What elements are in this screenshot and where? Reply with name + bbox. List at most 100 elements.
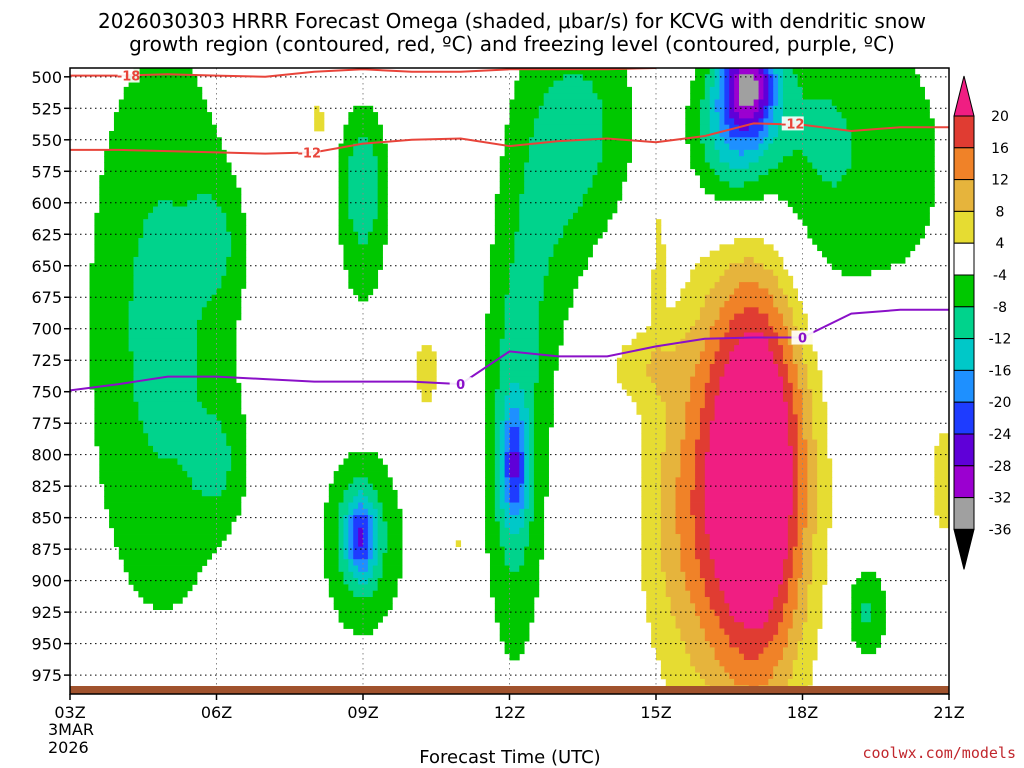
omega-cell <box>758 175 823 182</box>
omega-cell <box>504 445 510 453</box>
omega-cell <box>641 515 662 522</box>
omega-cell <box>782 376 789 384</box>
omega-cell <box>377 496 398 503</box>
omega-cell <box>704 628 725 636</box>
omega-cell <box>778 99 784 107</box>
omega-cell <box>695 515 706 522</box>
omega-cell <box>704 156 720 163</box>
omega-cell <box>763 93 769 100</box>
colorbar-label: -20 <box>989 395 1012 411</box>
omega-cell <box>367 552 374 560</box>
omega-cell <box>704 389 720 396</box>
omega-cell <box>802 634 818 642</box>
omega-cell <box>743 622 764 629</box>
omega-cell <box>338 515 344 522</box>
omega-cell <box>739 99 755 107</box>
omega-cell <box>582 74 628 81</box>
omega-cell <box>714 653 745 661</box>
omega-cell <box>709 162 730 170</box>
omega-cell <box>602 99 632 107</box>
omega-cell <box>729 603 774 611</box>
omega-cell <box>348 282 379 289</box>
omega-cell <box>695 471 706 478</box>
omega-cell <box>338 168 349 176</box>
omega-cell <box>792 477 799 485</box>
omega-cell <box>685 426 701 434</box>
omega-cell <box>226 471 247 478</box>
omega-cell <box>778 86 784 94</box>
omega-cell <box>704 382 720 390</box>
omega-cell <box>787 628 803 636</box>
omega-cell <box>377 193 388 201</box>
omega-cell <box>699 420 711 428</box>
omega-cell <box>343 458 383 466</box>
omega-cell <box>358 238 369 245</box>
x-tick-label: 09Z <box>347 703 378 722</box>
omega-cell <box>787 439 799 447</box>
y-tick-label: 925 <box>31 603 62 622</box>
omega-cell <box>704 345 720 352</box>
omega-cell <box>699 118 711 126</box>
omega-cell <box>509 489 520 497</box>
omega-cell <box>485 364 501 371</box>
omega-cell <box>826 256 906 264</box>
omega-cell <box>499 464 506 472</box>
omega-cell <box>724 597 774 604</box>
omega-cell <box>680 288 711 296</box>
omega-cell <box>353 534 359 541</box>
omega-cell <box>328 496 344 503</box>
omega-cell <box>416 370 437 377</box>
omega-cell <box>656 263 667 270</box>
omega-cell <box>660 496 676 503</box>
omega-cell <box>499 426 506 434</box>
omega-cell <box>494 609 535 617</box>
omega-cell <box>651 319 696 327</box>
omega-cell <box>485 515 496 522</box>
omega-cell <box>494 603 535 611</box>
omega-cell <box>338 156 349 163</box>
omega-cell <box>797 414 803 422</box>
omega-cell <box>192 483 227 491</box>
omega-cell <box>553 250 593 258</box>
omega-cell <box>851 634 882 642</box>
colorbar-label: -4 <box>993 268 1007 284</box>
omega-cell <box>782 345 794 352</box>
omega-cell <box>104 149 227 157</box>
omega-cell <box>802 389 813 396</box>
omega-cell <box>494 414 506 422</box>
omega-cell <box>807 452 818 459</box>
omega-cell <box>485 319 506 327</box>
omega-cell <box>104 502 242 510</box>
omega-cell <box>680 534 696 541</box>
omega-cell <box>699 130 711 138</box>
omega-cell <box>524 489 530 497</box>
omega-cell <box>934 464 949 472</box>
omega-cell <box>734 678 769 686</box>
omega-cell <box>94 389 134 396</box>
omega-cell <box>343 263 383 270</box>
omega-cell <box>509 464 520 472</box>
x-axis: 03Z 06Z 09Z 12Z 15Z 18Z 21Z <box>54 694 965 722</box>
omega-cell <box>504 149 530 157</box>
omega-cell <box>226 225 247 233</box>
omega-cell <box>709 603 730 611</box>
omega-cell <box>343 540 349 548</box>
omega-cell <box>787 540 799 548</box>
omega-cell <box>387 521 403 529</box>
omega-cell <box>704 502 794 510</box>
omega-cell <box>685 433 701 440</box>
omega-cell <box>675 615 701 623</box>
omega-cell <box>504 489 510 497</box>
omega-cell <box>802 534 813 541</box>
omega-cell <box>519 439 525 447</box>
omega-cell <box>333 477 354 485</box>
omega-cell <box>807 382 823 390</box>
omega-cell <box>782 313 794 321</box>
omega-cell <box>714 565 784 573</box>
omega-cell <box>524 452 530 459</box>
omega-cell <box>533 433 549 440</box>
omega-cell <box>338 219 354 226</box>
omega-cell <box>353 515 369 522</box>
omega-cell <box>153 603 173 611</box>
